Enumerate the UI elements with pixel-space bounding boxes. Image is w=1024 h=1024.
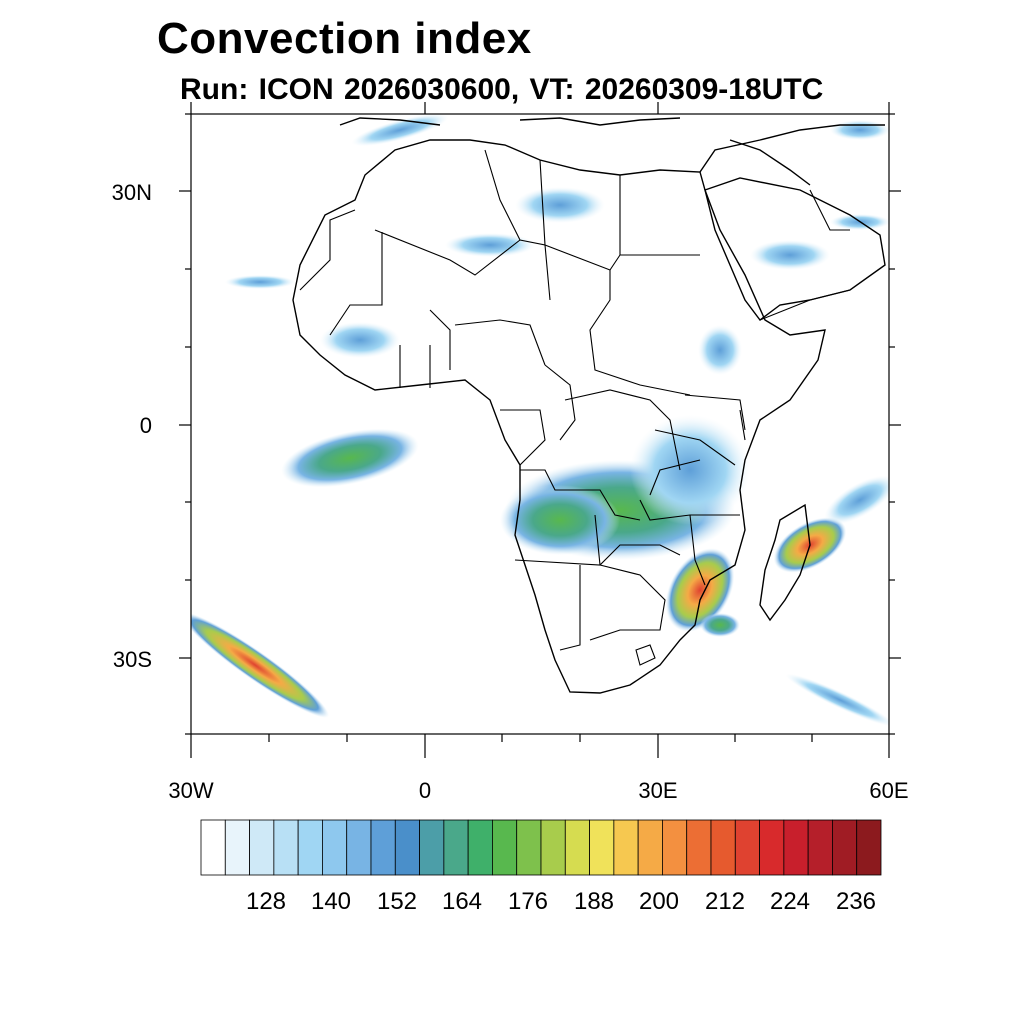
- colorbar-label: 152: [376, 888, 418, 915]
- colorbar-swatch: [540, 819, 566, 876]
- colorbar-swatch: [589, 819, 615, 876]
- map-title: Convection index: [157, 14, 532, 63]
- colorbar-swatch: [637, 819, 663, 876]
- colorbar-swatch: [394, 819, 420, 876]
- colorbar-label: 128: [245, 888, 287, 915]
- colorbar-swatch: [200, 819, 226, 876]
- map-subtitle: Run: ICON 2026030600, VT: 20260309-18UTC: [180, 73, 824, 106]
- colorbar-swatch: [710, 819, 736, 876]
- colorbar-swatch: [443, 819, 469, 876]
- lat-label-30n: 30N: [111, 180, 152, 205]
- colorbar-swatch: [492, 819, 518, 876]
- colorbar-swatch: [297, 819, 323, 876]
- colorbar-swatch: [807, 819, 833, 876]
- colorbar-label: 164: [441, 888, 483, 915]
- colorbar-swatch: [224, 819, 250, 876]
- colorbar-swatch: [273, 819, 299, 876]
- colorbar-swatch: [516, 819, 542, 876]
- country-borders: [299, 149, 851, 666]
- colorbar-swatch: [467, 819, 493, 876]
- coastlines: [292, 117, 886, 694]
- colorbar-swatch: [613, 819, 639, 876]
- lat-label-30s: 30S: [112, 647, 152, 672]
- colorbar-label: 224: [769, 888, 811, 915]
- lon-label-30e: 30E: [638, 778, 678, 803]
- convection-field: [191, 114, 889, 727]
- axis-ticks: [179, 102, 901, 758]
- colorbar-label: 212: [704, 888, 746, 915]
- colorbar-label: 236: [835, 888, 877, 915]
- colorbar-swatch: [783, 819, 809, 876]
- colorbar-swatch: [419, 819, 445, 876]
- colorbar-swatch: [322, 819, 348, 876]
- colorbar-swatch: [759, 819, 785, 876]
- colorbar-swatch: [686, 819, 712, 876]
- colorbar-swatch: [856, 819, 882, 876]
- colorbar-label: 140: [310, 888, 352, 915]
- colorbar-swatch: [370, 819, 396, 876]
- colorbar-label: 176: [507, 888, 549, 915]
- colorbar-swatch: [346, 819, 372, 876]
- colorbar-label: 188: [573, 888, 615, 915]
- colorbar: [200, 819, 882, 876]
- colorbar-swatch: [662, 819, 688, 876]
- plot-frame: [190, 113, 890, 735]
- colorbar-label: 200: [638, 888, 680, 915]
- colorbar-swatch: [564, 819, 590, 876]
- colorbar-swatch: [832, 819, 858, 876]
- colorbar-swatch: [249, 819, 275, 876]
- lon-label-30w: 30W: [168, 778, 214, 803]
- lon-label-0: 0: [418, 778, 432, 803]
- lon-label-60e: 60E: [869, 778, 909, 803]
- lat-label-0: 0: [139, 413, 152, 438]
- colorbar-swatch: [734, 819, 760, 876]
